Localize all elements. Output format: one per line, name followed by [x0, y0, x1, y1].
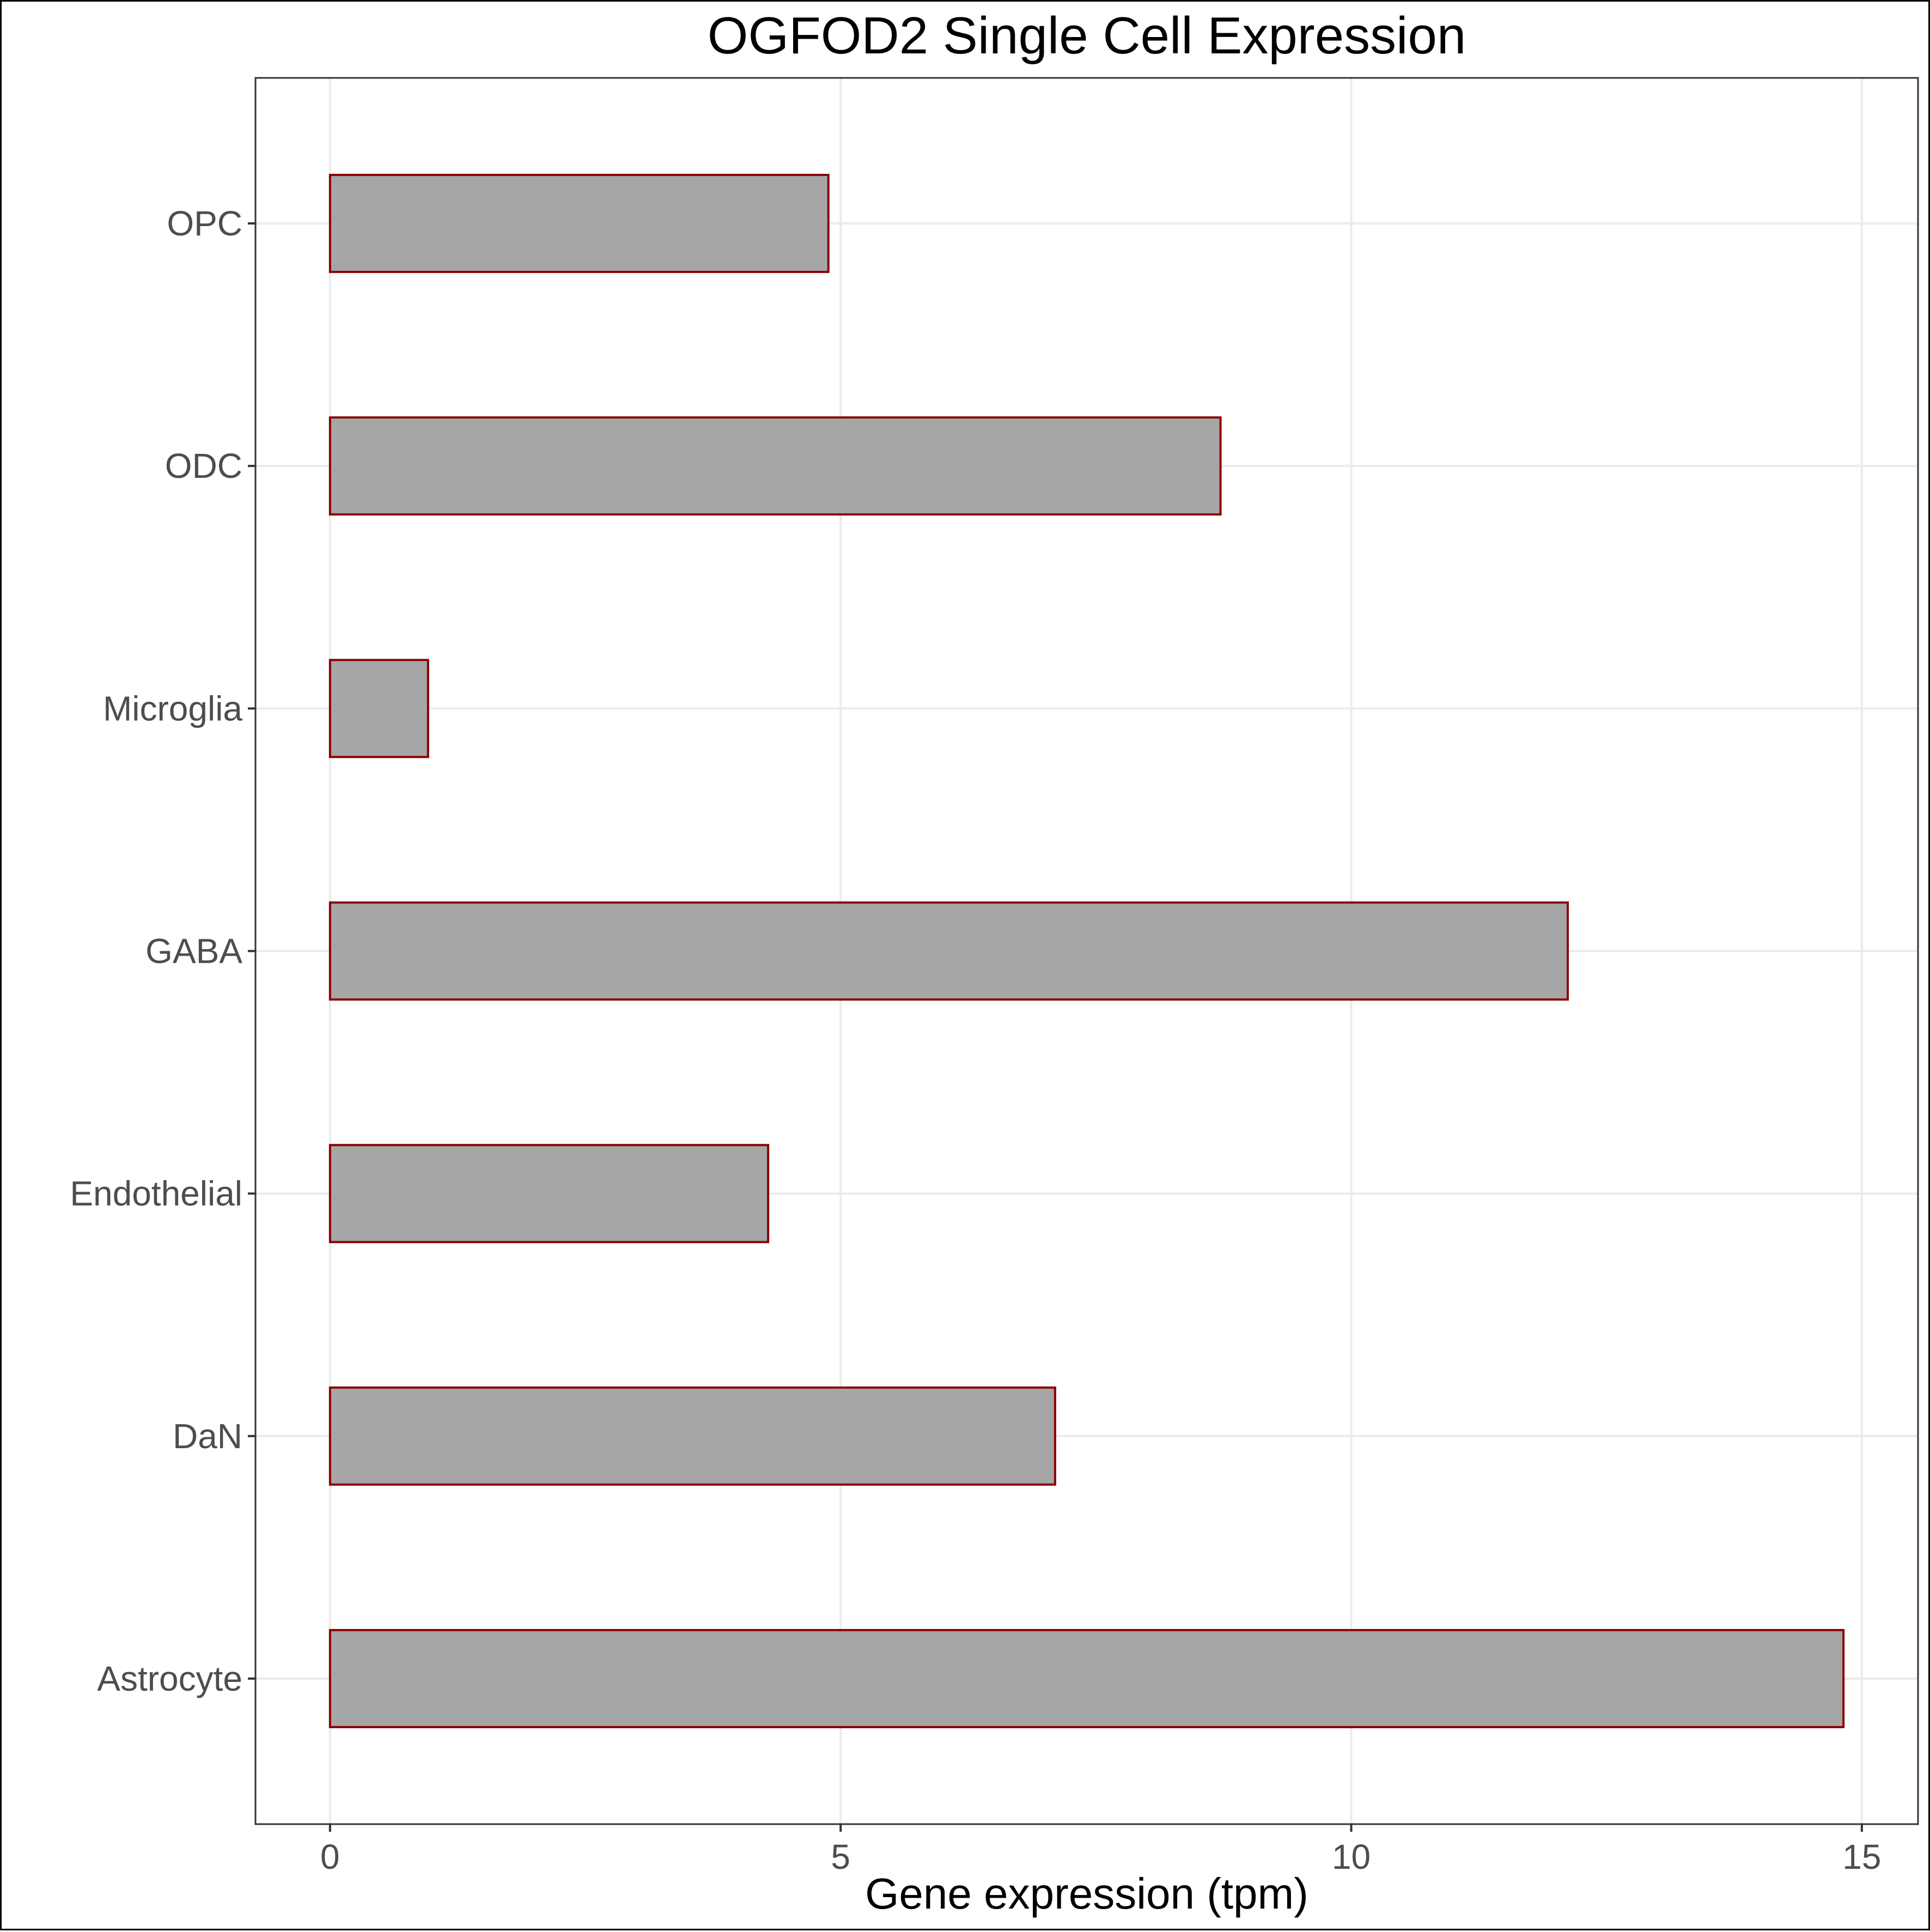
bar-dan: [328, 1386, 1056, 1486]
x-tick-label: 10: [1332, 1837, 1371, 1876]
bar-microglia: [328, 659, 429, 758]
bar-odc: [328, 416, 1222, 516]
tick-labels: 0 5 10 15 Astrocyte DaN Endothelial GABA Microgl…: [70, 204, 1881, 1876]
y-tick-label: Astrocyte: [97, 1659, 242, 1698]
x-tick-label: 15: [1842, 1837, 1881, 1876]
x-axis-title: Gene expression (tpm): [865, 1869, 1308, 1918]
bars: [328, 174, 1845, 1728]
y-tick-label: ODC: [165, 446, 242, 485]
bar-opc: [328, 174, 830, 274]
x-tick-label: 5: [831, 1837, 850, 1876]
y-tick-label: Microglia: [103, 689, 242, 728]
y-tick-label: Endothelial: [70, 1174, 242, 1213]
ticks: [248, 222, 1863, 1832]
bar-endothelial: [328, 1144, 770, 1243]
x-tick-label: 0: [320, 1837, 340, 1876]
y-tick-label: OPC: [167, 204, 242, 243]
chart-title: OGFOD2 Single Cell Expression: [708, 7, 1466, 65]
y-tick-label: GABA: [145, 932, 242, 971]
y-tick-label: DaN: [173, 1417, 242, 1456]
bar-astrocyte: [328, 1629, 1845, 1728]
bar-gaba: [328, 901, 1569, 1001]
